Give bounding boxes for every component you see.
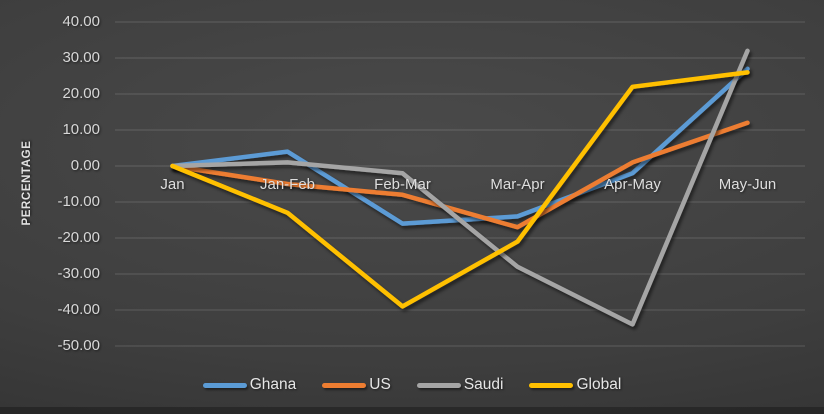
x-axis-label: Apr-May — [604, 176, 661, 193]
x-axis-label: Jan-Feb — [259, 176, 316, 193]
legend-item-us: US — [322, 376, 391, 394]
legend-swatch-us — [322, 382, 367, 388]
legend-label: US — [369, 376, 391, 393]
x-axis-label: Jan — [160, 176, 185, 193]
y-tick-label: 40.00 — [62, 13, 100, 30]
y-tick-label: 0.00 — [70, 157, 100, 174]
chart-legend: Ghana US Saudi Global — [0, 372, 824, 398]
series-line-saudi — [170, 48, 750, 327]
x-axis-label: May-Jun — [718, 176, 777, 193]
bottom-edge-shading — [0, 407, 824, 414]
y-tick-label: 30.00 — [62, 49, 100, 66]
legend-label: Ghana — [249, 376, 297, 393]
y-tick-label: -40.00 — [57, 301, 100, 318]
legend-swatch-global — [529, 382, 574, 388]
legend-item-saudi: Saudi — [416, 376, 504, 394]
legend-item-global: Global — [529, 376, 621, 394]
legend-swatch-saudi — [416, 382, 461, 388]
y-tick-label: -50.00 — [57, 337, 100, 354]
gridlines — [115, 21, 805, 347]
legend-swatch-ghana — [202, 382, 247, 388]
y-tick-label: -30.00 — [57, 265, 100, 282]
legend-label: Global — [576, 376, 622, 393]
y-tick-label: -10.00 — [57, 193, 100, 210]
series-line-us — [170, 120, 750, 230]
series-line-global — [170, 70, 750, 309]
y-tick-label: 20.00 — [62, 85, 100, 102]
x-axis-label: Mar-Apr — [490, 176, 545, 193]
legend-label: Saudi — [463, 376, 504, 393]
x-axis-label: Feb-Mar — [374, 176, 431, 193]
y-tick-label: 10.00 — [62, 121, 100, 138]
series-lines — [170, 48, 750, 327]
y-tick-label: -20.00 — [57, 229, 100, 246]
legend-item-ghana: Ghana — [202, 376, 297, 394]
